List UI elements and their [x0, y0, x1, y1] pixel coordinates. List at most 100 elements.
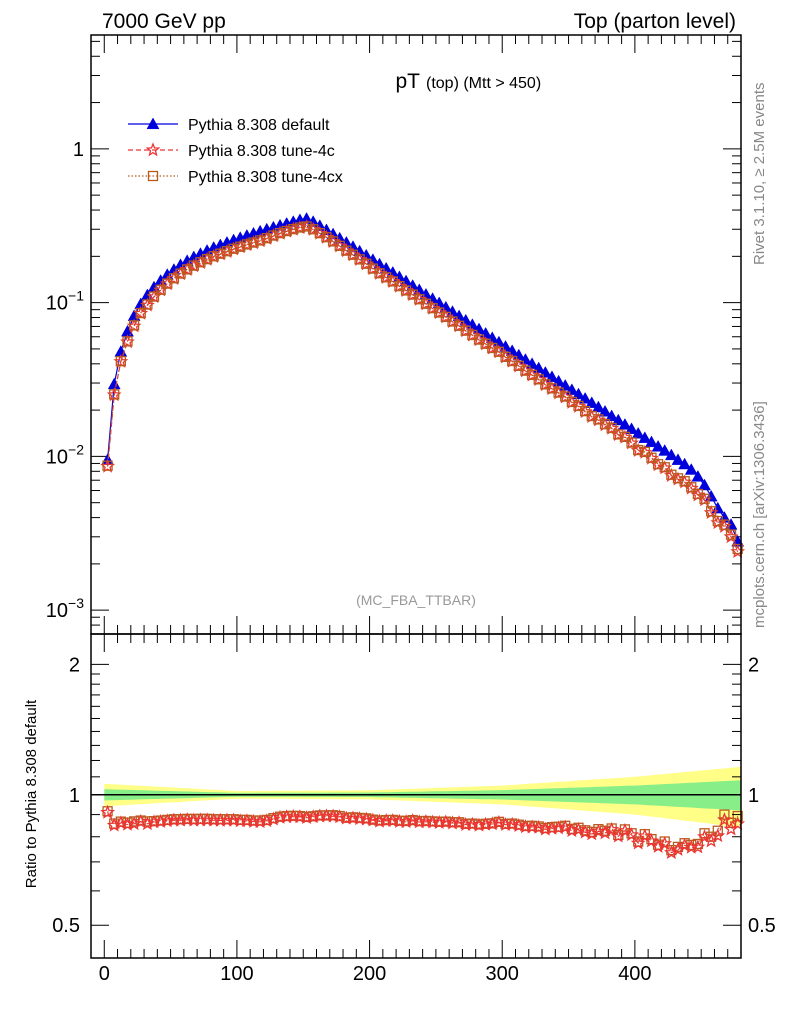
- main-data-point: [684, 463, 698, 475]
- main-data-point: [725, 529, 737, 540]
- ratio-xtick-label: 0: [99, 963, 110, 985]
- main-data-point: [638, 431, 652, 443]
- main-data-point: [586, 410, 597, 422]
- ratio-data-point: [677, 837, 692, 852]
- main-data-point: [698, 478, 711, 491]
- main-data-point: [672, 473, 684, 484]
- analysis-watermark: (MC_FBA_TTBAR): [356, 592, 476, 608]
- main-data-point: [719, 519, 730, 530]
- ratio-data-point: [624, 827, 640, 842]
- legend: Pythia 8.308 default Pythia 8.308 tune-4c…: [128, 117, 343, 186]
- main-data-point: [135, 307, 146, 319]
- main-data-point: [162, 278, 173, 289]
- main-data-point: [487, 342, 498, 354]
- main-subtitle: (top) (Mtt > 450): [426, 75, 541, 92]
- panel-frames: [90, 34, 742, 959]
- ratio-ytick-label-right: 0.5: [748, 915, 776, 937]
- main-ytick-label: 10−2: [46, 441, 84, 468]
- ratio-data-point: [465, 816, 480, 831]
- ratio-data-point: [484, 816, 500, 831]
- main-data-point: [652, 459, 664, 470]
- main-data-point: [706, 506, 717, 517]
- ratio-xtick-label: 300: [486, 963, 519, 985]
- main-data-point: [122, 336, 133, 347]
- ratio-data-point: [159, 813, 175, 828]
- ratio-ytick-label-left: 1: [69, 785, 80, 807]
- main-data-point: [300, 212, 313, 224]
- main-data-point: [599, 419, 611, 430]
- ratio-data-point: [372, 813, 387, 828]
- main-ytick-label: 10−3: [46, 595, 84, 622]
- main-data-point: [711, 501, 725, 514]
- ratio-xtick-label: 400: [618, 963, 651, 985]
- ratio-data-point: [591, 823, 606, 838]
- main-data-point: [618, 418, 632, 430]
- ratio-data-point: [266, 811, 281, 826]
- main-title: pT: [395, 70, 420, 93]
- ratio-data-point: [630, 835, 646, 850]
- header-left: 7000 GeV pp: [102, 10, 226, 33]
- ratio-data-point: [697, 828, 712, 844]
- legend-marker: [146, 117, 160, 130]
- main-data-point: [274, 228, 286, 239]
- ratio-data-point: [710, 827, 726, 843]
- main-data-point: [195, 257, 206, 268]
- main-data-point: [288, 223, 299, 235]
- ratio-series-layer: [100, 804, 746, 860]
- main-data-point: [679, 476, 690, 487]
- legend-label: Pythia 8.308 tune-4c: [188, 143, 335, 160]
- ratio-data-point: [617, 822, 633, 838]
- main-data-point: [301, 221, 312, 232]
- ratio-series-line: [107, 812, 739, 854]
- main-y-ticks: [91, 40, 741, 635]
- ratio-data-point: [551, 820, 566, 835]
- ratio-data-point: [717, 812, 732, 827]
- main-data-point: [578, 391, 592, 404]
- main-data-point: [261, 233, 272, 244]
- main-data-point: [268, 230, 279, 241]
- main-data-point: [666, 469, 677, 480]
- ratio-data-point: [511, 817, 527, 833]
- ratio-data-point: [557, 819, 573, 834]
- ratio-data-point: [504, 816, 520, 831]
- ratio-data-point: [531, 819, 547, 834]
- main-series-line: [107, 226, 739, 552]
- ratio-data-point: [471, 817, 487, 832]
- main-data-point: [294, 222, 306, 233]
- main-data-point: [182, 264, 193, 275]
- ratio-series-1: [100, 804, 746, 860]
- ratio-data-point: [272, 809, 288, 824]
- ratio-data-point: [537, 821, 553, 836]
- ratio-ytick-label-right: 2: [748, 654, 759, 676]
- ratio-ylabel: Ratio to Pythia 8.308 default: [23, 699, 40, 888]
- legend-label: Pythia 8.308 tune-4cx: [188, 169, 343, 186]
- main-data-point: [326, 227, 340, 240]
- ratio-data-point: [690, 839, 706, 854]
- main-data-point: [188, 260, 199, 271]
- main-data-point: [306, 215, 320, 227]
- main-data-point: [686, 482, 697, 493]
- main-data-point: [128, 320, 140, 331]
- main-data-point: [626, 437, 637, 448]
- ratio-panel-frame: [90, 633, 742, 959]
- main-data-point: [691, 469, 705, 482]
- main-ytick-label: 1: [73, 139, 84, 161]
- main-series-2: [102, 221, 743, 555]
- main-data-point: [208, 251, 219, 262]
- ratio-data-point: [732, 810, 743, 822]
- main-data-point: [201, 253, 213, 265]
- legend-label: Pythia 8.308 default: [188, 117, 330, 134]
- main-data-point: [142, 299, 153, 310]
- main-data-point: [573, 400, 584, 412]
- main-series-1: [100, 218, 746, 559]
- main-data-point: [646, 452, 657, 463]
- ratio-ytick-label-left: 2: [69, 654, 80, 676]
- main-data-point: [639, 446, 650, 458]
- main-data-point: [591, 400, 605, 413]
- main-data-point: [619, 431, 631, 443]
- ratio-ytick-label-right: 1: [748, 785, 759, 807]
- main-data-point: [712, 515, 723, 527]
- main-data-point: [606, 422, 617, 434]
- ratio-data-point: [299, 810, 315, 825]
